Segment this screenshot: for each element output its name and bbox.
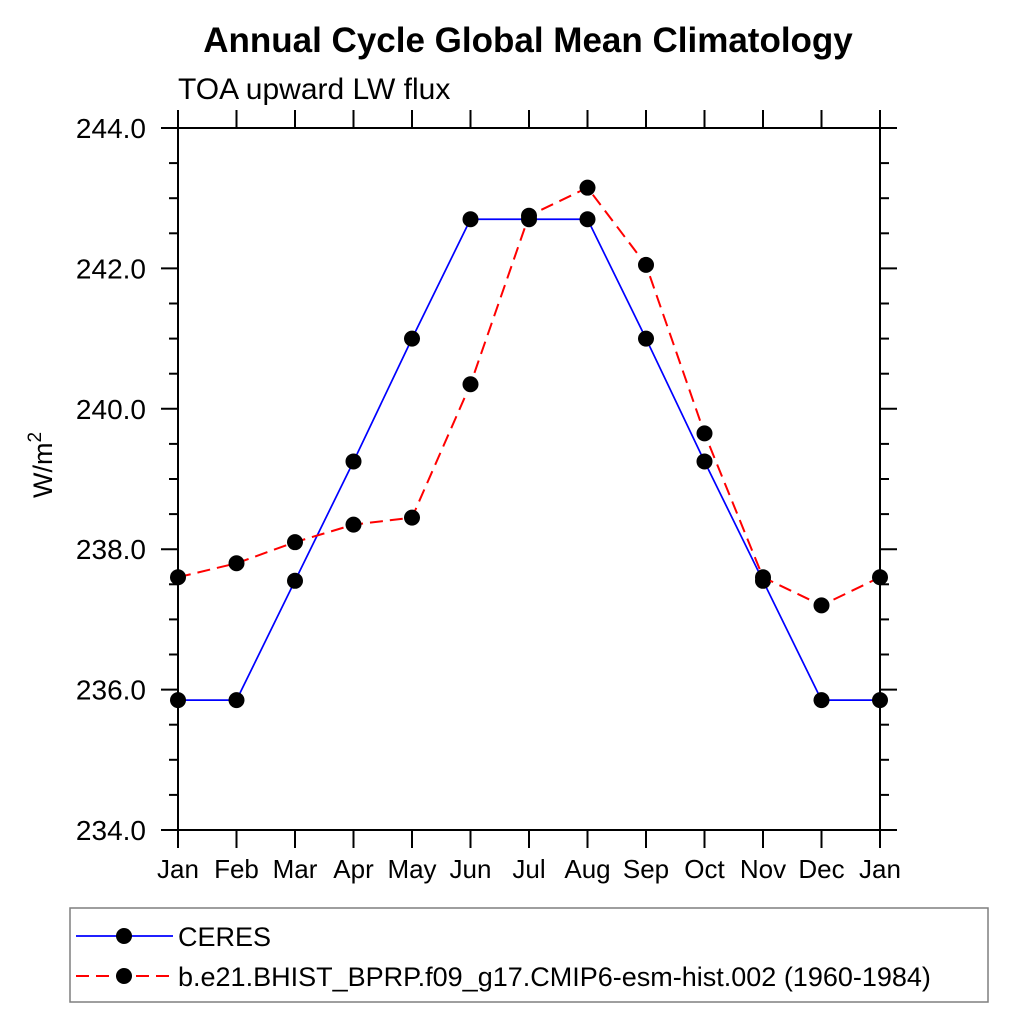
y-tick-label: 236.0 [76, 675, 146, 706]
legend-box [69, 907, 989, 1003]
legend-label-model: b.e21.BHIST_BPRP.f09_g17.CMIP6-esm-hist.… [178, 962, 931, 992]
model-marker [287, 534, 303, 551]
ceres-marker [696, 453, 713, 470]
model-marker [521, 207, 537, 224]
ceres-marker [579, 211, 596, 228]
x-tick-label: Mar [273, 854, 318, 884]
y-axis-label-superscript: 2 [25, 432, 46, 443]
ceres-marker [287, 572, 303, 589]
x-tick-label: Jun [450, 854, 492, 884]
x-tick-label: Nov [740, 854, 786, 884]
x-tick-label: Jul [512, 854, 545, 884]
model-marker [170, 569, 186, 586]
ceres-marker [404, 330, 420, 347]
y-axis-label-base: W/m [28, 443, 58, 498]
x-tick-label: Jan [157, 854, 199, 884]
x-tick-label: Oct [684, 854, 725, 884]
y-tick-label: 242.0 [76, 253, 146, 284]
legend: CERES b.e21.BHIST_BPRP.f09_g17.CMIP6-esm… [69, 907, 989, 1003]
model-marker [462, 376, 479, 393]
legend-label-ceres: CERES [178, 922, 271, 952]
ceres-marker [170, 692, 186, 709]
y-tick-label: 244.0 [76, 113, 146, 144]
model-marker [638, 256, 654, 273]
ceres-marker [813, 692, 830, 709]
y-tick-label: 238.0 [76, 534, 146, 565]
model-marker [755, 569, 771, 586]
legend-marker-ceres [116, 928, 132, 944]
legend-marker-model [116, 968, 132, 984]
model-marker [579, 179, 596, 196]
x-tick-label: Feb [214, 854, 259, 884]
x-tick-label: Sep [623, 854, 669, 884]
ceres-marker [462, 211, 479, 228]
chart-title: Annual Cycle Global Mean Climatology [203, 21, 853, 60]
y-tick-label: 240.0 [76, 394, 146, 425]
ceres-line [178, 218, 880, 701]
axes: Jan Feb Mar Apr May Jun Jul Aug Sep Oct Nov Dec Jan 2… [76, 110, 901, 884]
model-line [177, 186, 881, 607]
x-tick-label: Jan [859, 854, 901, 884]
model-marker [696, 425, 713, 442]
model-marker [345, 516, 362, 533]
model-marker [872, 569, 888, 586]
x-tick-label: May [387, 854, 436, 884]
data-series [170, 179, 888, 709]
model-marker [228, 555, 245, 572]
model-marker [404, 509, 420, 526]
model-marker [813, 597, 830, 614]
x-tick-label: Dec [798, 854, 844, 884]
ceres-marker [872, 692, 888, 709]
y-axis-label: W/m2 [25, 432, 58, 498]
chart-subtitle: TOA upward LW flux [178, 73, 450, 106]
x-tick-label: Apr [333, 854, 374, 884]
ceres-marker [345, 453, 362, 470]
ceres-marker [228, 692, 245, 709]
plot-frame [177, 127, 881, 831]
x-tick-label: Aug [564, 854, 610, 884]
ceres-marker [638, 330, 654, 347]
y-tick-label: 234.0 [76, 815, 146, 846]
